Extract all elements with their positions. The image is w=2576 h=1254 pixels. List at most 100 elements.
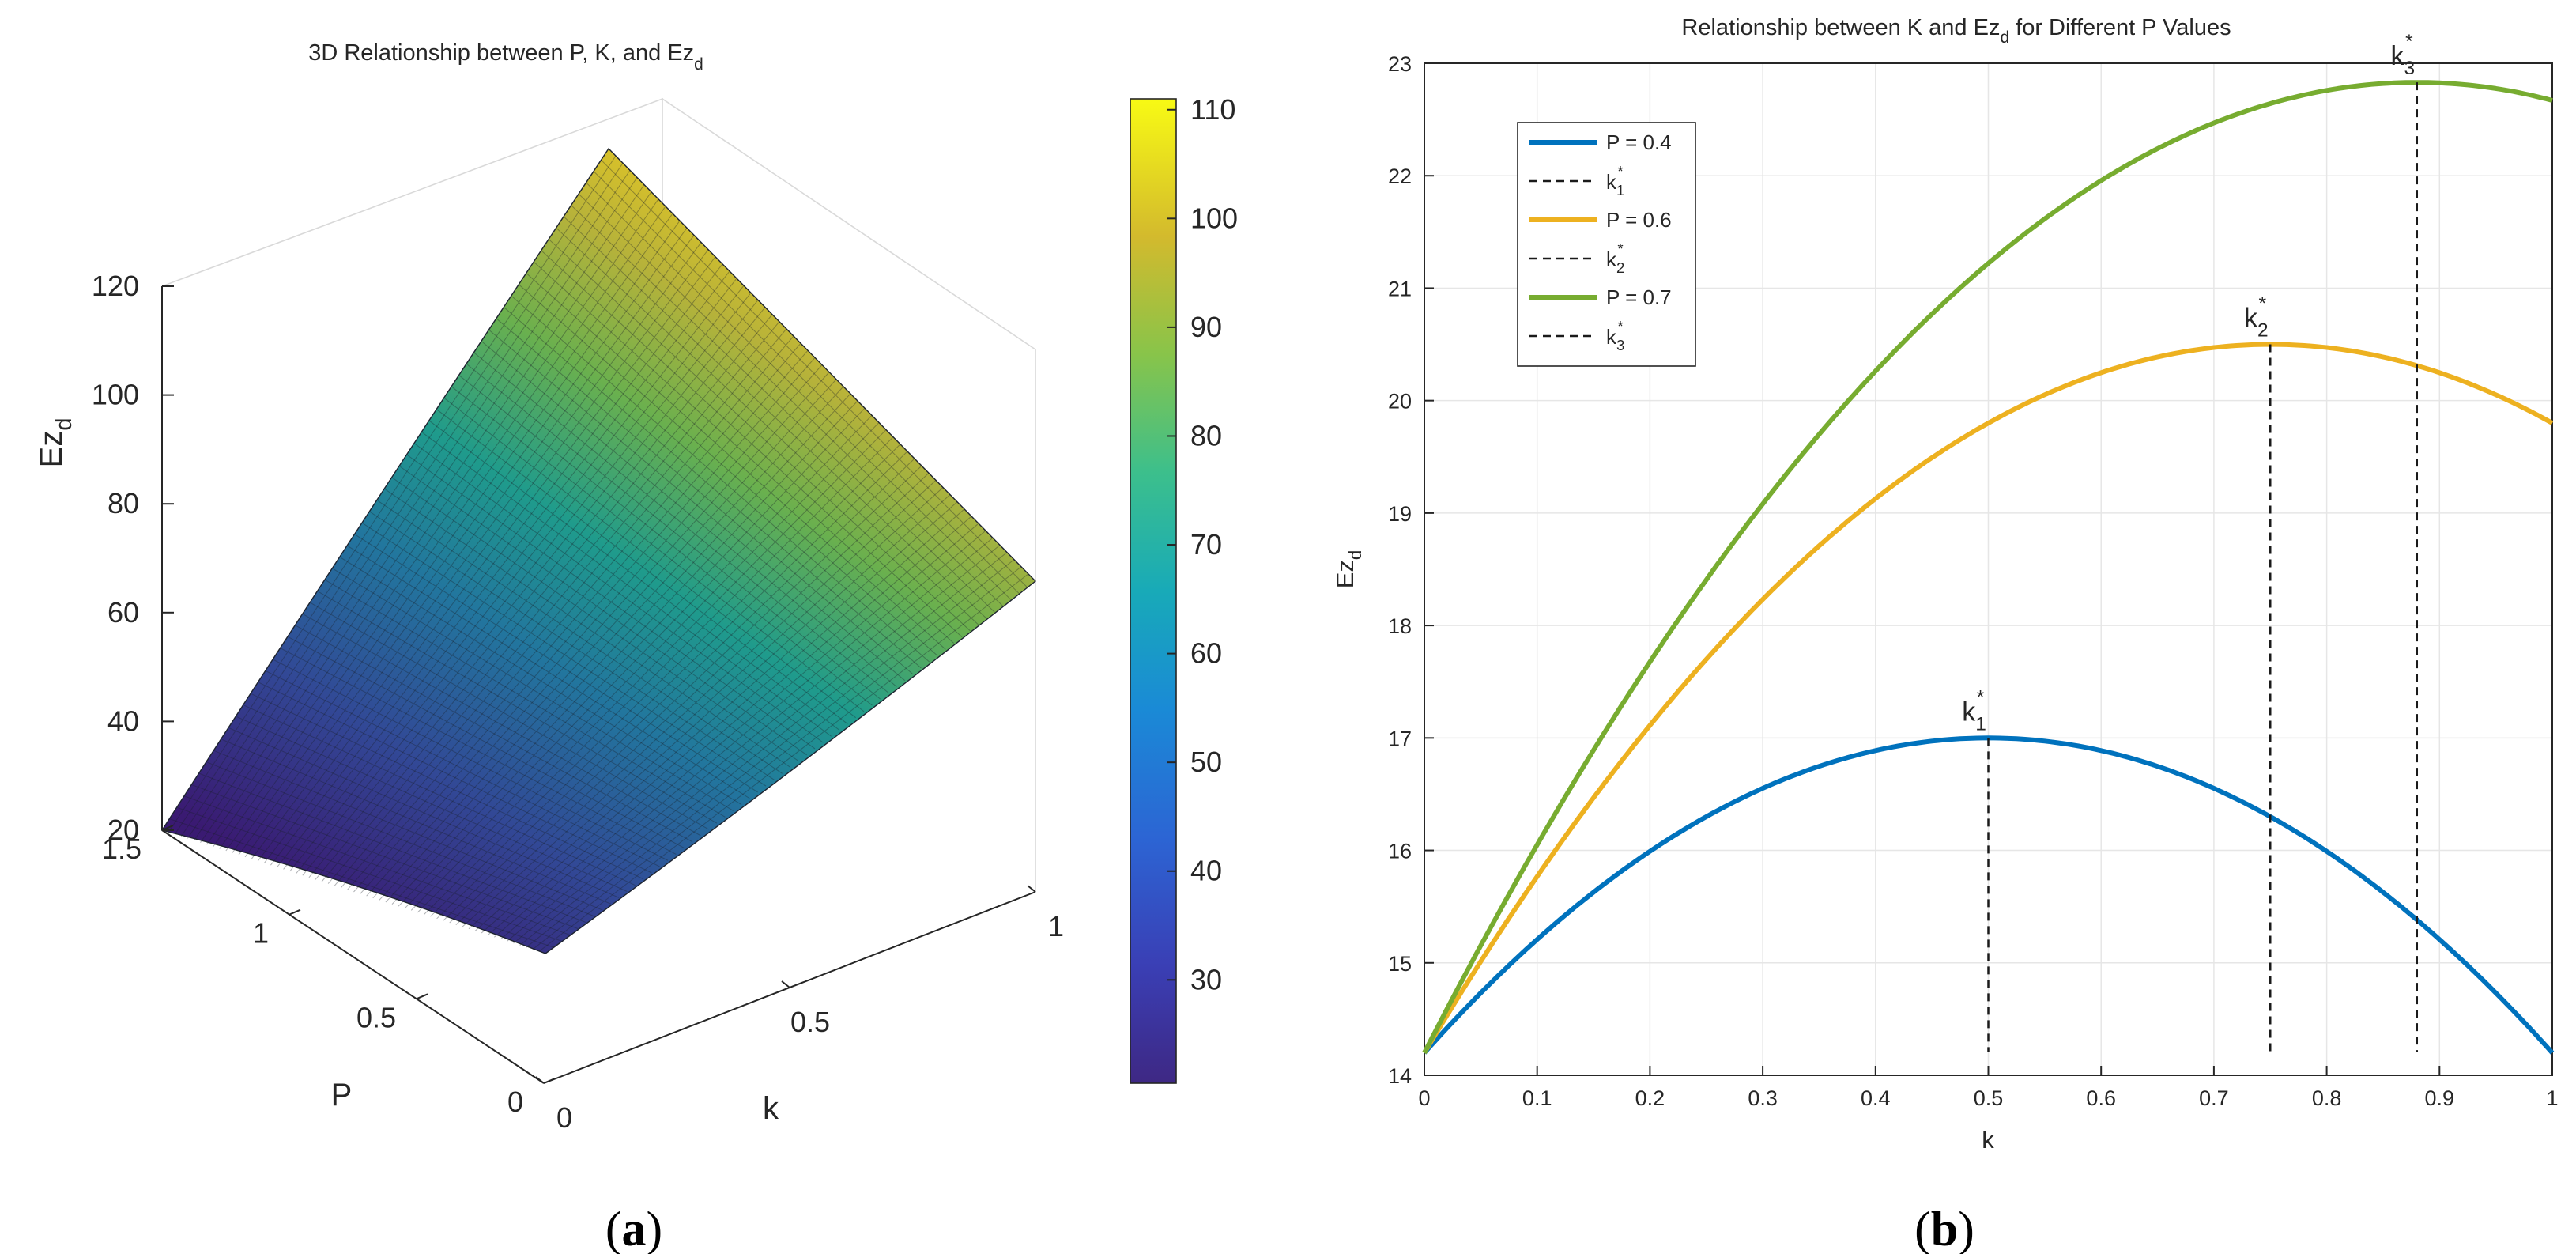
- legend-k-sub: 3: [1616, 337, 1624, 353]
- chart-a-title-sub: d: [694, 55, 703, 74]
- mesh-line: [430, 451, 908, 917]
- x-tick-label: 1: [2546, 1086, 2558, 1110]
- mesh-line: [180, 170, 631, 837]
- mesh-line: [459, 375, 873, 706]
- mesh-line: [194, 184, 645, 841]
- x-tick-label: 0.9: [2425, 1086, 2455, 1110]
- mesh-line: [362, 523, 767, 787]
- legend-label-1: P = 0.4: [1606, 130, 1672, 154]
- mesh-line: [228, 727, 620, 898]
- mesh-line: [462, 487, 944, 927]
- mesh-line: [564, 216, 987, 619]
- x-tick-label: 0.8: [2312, 1086, 2342, 1110]
- chart-a-title-main: 3D Relationship between P, K, and Ez: [308, 40, 694, 66]
- legend-k-base: k: [1606, 170, 1617, 194]
- mesh-line: [347, 357, 816, 890]
- legend-k-base: k: [1606, 247, 1617, 271]
- mesh-line: [571, 205, 995, 613]
- x-tick-label: 0: [1418, 1086, 1430, 1110]
- mesh-line: [586, 182, 1012, 600]
- mesh-line: [355, 534, 758, 793]
- chart-b-title: Relationship between K and Ezd for Diffe…: [1681, 15, 2231, 47]
- legend-label-k-1: k1 *: [1606, 163, 1624, 198]
- mesh-line: [238, 235, 695, 856]
- optimum-markers: k1*k2*k3*: [1962, 31, 2419, 1052]
- x-tick-label: 0.6: [2086, 1086, 2116, 1110]
- mesh-line: [318, 591, 718, 824]
- caption-a-letter: a: [622, 1203, 647, 1254]
- mesh-line: [221, 738, 611, 905]
- p-tick-label: 1: [253, 917, 269, 950]
- mesh-line: [511, 296, 930, 663]
- z-axis-label-sub: d: [51, 418, 77, 431]
- mesh-line: [206, 761, 595, 917]
- x-tick-label: 0.1: [1522, 1086, 1552, 1110]
- mesh-line: [334, 342, 801, 886]
- colorbar-tick-label: 90: [1190, 311, 1222, 343]
- caption-b-open: (: [1914, 1203, 1931, 1254]
- optimum-label-sup: *: [2405, 31, 2413, 52]
- chart-b-title-post: for Different P Values: [2009, 15, 2231, 40]
- p-tick-mark: [416, 993, 428, 1000]
- mesh-line: [489, 330, 905, 681]
- mesh-line: [398, 414, 873, 907]
- y-tick-label: 20: [1388, 390, 1412, 414]
- mesh-line: [391, 407, 866, 905]
- mesh-line: [474, 353, 889, 693]
- mesh-line: [277, 278, 737, 868]
- mesh-line: [400, 466, 807, 756]
- mesh-line: [549, 239, 971, 632]
- y-tick-label: 19: [1388, 502, 1412, 526]
- mesh-line: [538, 573, 1029, 952]
- mesh-line: [474, 501, 958, 931]
- mesh-line: [366, 379, 837, 897]
- y-tick-label: 21: [1388, 277, 1412, 300]
- mesh-line: [593, 171, 1020, 595]
- y-axis-label-main: Ez: [1331, 560, 1359, 588]
- colorbar-tick-label: 80: [1190, 419, 1222, 451]
- z-axis-label: Ezd: [34, 418, 77, 468]
- mesh-line: [232, 227, 688, 853]
- line-chart: Relationship between K and Ezd for Diffe…: [1331, 15, 2559, 1254]
- mesh-line: [289, 293, 752, 872]
- mesh-line: [377, 500, 783, 774]
- mesh-line: [296, 300, 759, 874]
- mesh-line: [455, 479, 937, 925]
- p-tick-mark: [161, 825, 174, 831]
- mesh-line: [353, 364, 823, 893]
- y-tick-label: 18: [1388, 614, 1412, 638]
- series-lines: [1422, 80, 2555, 1055]
- y-tick-label: 17: [1388, 727, 1412, 750]
- mesh-line: [258, 682, 652, 874]
- mesh-line: [315, 321, 780, 880]
- k-tick-mark: [781, 980, 790, 988]
- k-tick-mark: [1027, 885, 1036, 893]
- k-tick-label: 0.5: [790, 1006, 830, 1038]
- optimum-label-base: k: [2244, 304, 2258, 334]
- y-tick-label: 22: [1388, 164, 1412, 188]
- mesh-line: [481, 341, 897, 687]
- colorbar-tick-label: 100: [1190, 202, 1238, 234]
- p-tick-mark: [289, 908, 301, 916]
- caption-a-open: (: [605, 1203, 622, 1254]
- p-axis-ticks: 0 0.5 1 1.5: [102, 825, 556, 1118]
- k-axis-label: k: [763, 1091, 779, 1126]
- optimum-label-2: k2 *: [2244, 293, 2269, 342]
- mesh-line: [283, 285, 745, 870]
- mesh-line: [424, 444, 901, 915]
- mesh-line: [348, 546, 750, 799]
- colorbar-tick-label: 40: [1190, 855, 1222, 887]
- surface-chart: 3D Relationship between P, K, and Ezd 20…: [34, 40, 1238, 1254]
- legend-k-base: k: [1606, 325, 1617, 349]
- legend-k-sup: *: [1617, 240, 1623, 257]
- optimum-label-sub: 3: [2404, 58, 2415, 79]
- mesh-line: [213, 206, 666, 848]
- optimum-label-sup: *: [1977, 686, 1985, 708]
- mesh-line: [541, 250, 963, 638]
- colorbar-tick-label: 110: [1190, 93, 1235, 126]
- mesh-line: [302, 307, 766, 876]
- optimum-label-sub: 1: [1975, 713, 1986, 735]
- optimum-label-1: k1 *: [1962, 686, 1986, 735]
- y-axis-label: Ezd: [1331, 550, 1365, 589]
